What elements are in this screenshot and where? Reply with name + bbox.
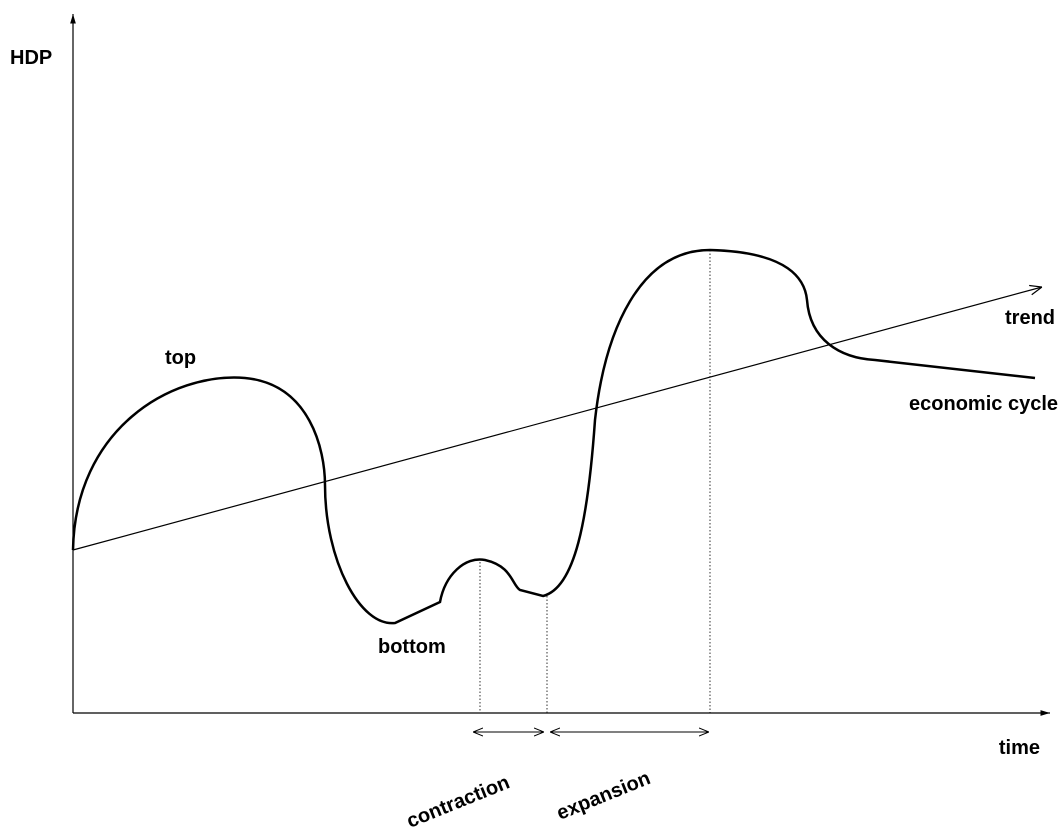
top-label: top: [165, 347, 196, 369]
bottom-label: bottom: [378, 636, 446, 658]
trend-label: trend: [1005, 307, 1055, 329]
contraction-label: contraction: [404, 771, 513, 832]
cycle-curve: [71, 248, 1036, 625]
cycle-label: economic cycle: [909, 393, 1058, 415]
trend-line: [72, 287, 1042, 551]
guides: [479, 250, 711, 713]
expansion-label: expansion: [554, 767, 654, 824]
y-axis-label: HDP: [10, 47, 52, 69]
x-axis-label: time: [999, 737, 1040, 759]
